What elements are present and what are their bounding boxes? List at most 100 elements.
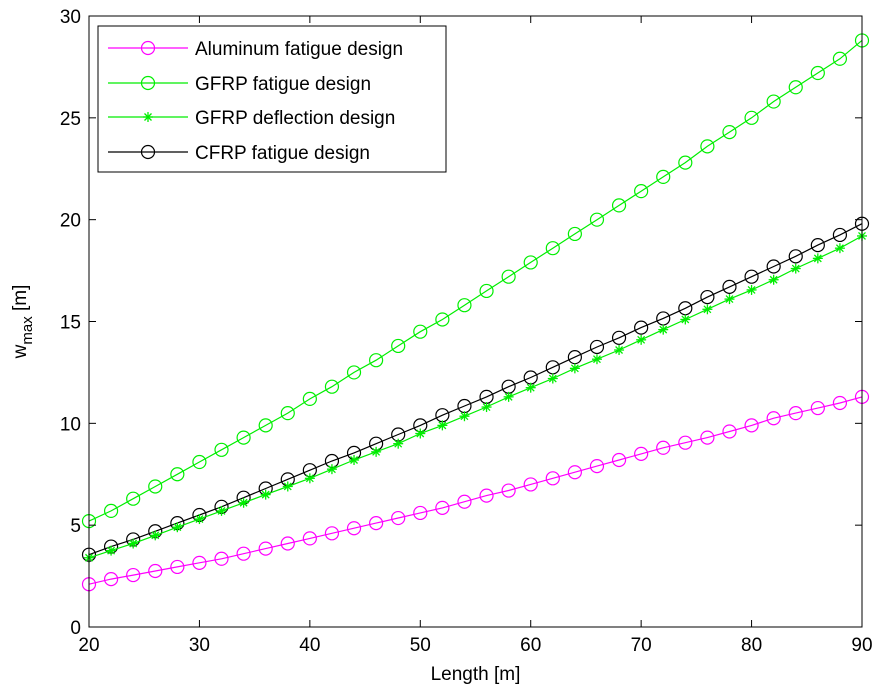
- data-point: [302, 391, 317, 406]
- data-point: [658, 324, 669, 335]
- legend-swatch-marker: [140, 40, 156, 56]
- data-point: [766, 411, 781, 426]
- data-point: [523, 255, 538, 270]
- data-point: [545, 471, 560, 486]
- data-point: [832, 51, 848, 66]
- data-point: [103, 503, 119, 519]
- data-point: [457, 494, 472, 509]
- x-tick-label: 20: [78, 635, 99, 656]
- data-point: [680, 314, 691, 325]
- data-point: [349, 454, 360, 465]
- legend-item-aluminum-fatigue-design: Aluminum fatigue design: [108, 39, 403, 60]
- data-point: [766, 259, 781, 274]
- y-axis-title-main: w: [10, 344, 31, 359]
- series-line: [88, 39, 863, 522]
- data-point: [282, 481, 293, 492]
- data-point: [170, 467, 185, 482]
- data-point: [304, 473, 315, 484]
- data-point: [238, 497, 249, 508]
- data-point: [746, 284, 757, 295]
- data-point: [611, 330, 627, 345]
- data-point: [481, 402, 492, 413]
- data-point: [391, 338, 406, 354]
- legend-box: [97, 25, 447, 173]
- data-point: [788, 249, 803, 264]
- x-axis-title: Length [m]: [431, 664, 521, 685]
- data-point: [106, 545, 117, 556]
- data-point: [192, 454, 207, 470]
- data-point: [371, 446, 382, 457]
- data-point: [656, 169, 671, 184]
- x-tick-label: 50: [410, 635, 431, 656]
- data-point: [236, 546, 251, 561]
- data-point: [589, 339, 605, 355]
- data-point: [611, 452, 627, 468]
- legend-item-cfrp-fatigue-design: CFRP fatigue design: [108, 143, 370, 164]
- data-point: [413, 505, 428, 521]
- data-point: [744, 110, 759, 125]
- x-tick-label: 80: [741, 635, 762, 656]
- data-point: [393, 438, 404, 449]
- data-point: [280, 536, 295, 551]
- data-point: [591, 354, 602, 365]
- data-point: [413, 324, 428, 339]
- series-cfrp-fatigue-design: [81, 216, 870, 562]
- data-point: [128, 538, 139, 549]
- data-point: [569, 363, 580, 374]
- data-point: [326, 464, 337, 475]
- data-point: [614, 345, 625, 356]
- data-point: [567, 465, 582, 480]
- data-point: [589, 212, 605, 227]
- data-point: [634, 184, 649, 199]
- data-point: [545, 241, 560, 256]
- data-point: [812, 253, 823, 264]
- y-tick-label: 25: [60, 109, 81, 130]
- data-point: [148, 479, 163, 494]
- data-point: [457, 298, 472, 313]
- series-line: [88, 396, 863, 585]
- data-point: [702, 304, 713, 315]
- y-tick-label: 0: [70, 618, 81, 639]
- y-axis-title-unit: [m]: [10, 285, 31, 317]
- series-line: [88, 223, 863, 556]
- data-point: [302, 531, 317, 546]
- data-point: [126, 491, 141, 506]
- legend-label: Aluminum fatigue design: [195, 39, 403, 60]
- data-point: [214, 551, 229, 566]
- data-point: [790, 263, 801, 274]
- data-point: [435, 312, 450, 327]
- data-point: [724, 294, 735, 305]
- data-point: [722, 424, 737, 439]
- data-point: [768, 274, 779, 285]
- data-point: [788, 406, 803, 421]
- data-point: [722, 279, 737, 294]
- data-point: [634, 446, 649, 461]
- legend-swatch-marker: [140, 144, 156, 160]
- legend-item-gfrp-fatigue-design: GFRP fatigue design: [108, 74, 371, 95]
- data-point: [103, 572, 119, 587]
- series-gfrp-fatigue-design: [81, 33, 870, 529]
- x-tick-label: 60: [520, 635, 541, 656]
- data-point: [369, 353, 384, 368]
- data-point: [280, 406, 295, 421]
- data-point: [435, 500, 450, 515]
- legend-item-gfrp-deflection-design: GFRP deflection design: [108, 108, 395, 129]
- data-point: [700, 289, 715, 305]
- data-point: [611, 198, 627, 213]
- data-point: [192, 555, 207, 570]
- x-tick-label: 90: [851, 635, 872, 656]
- data-point: [170, 559, 185, 575]
- data-point: [346, 521, 362, 536]
- data-point: [788, 80, 803, 95]
- data-point: [346, 365, 362, 380]
- data-point: [258, 541, 273, 556]
- data-point: [810, 65, 825, 81]
- series-layer: [81, 33, 870, 592]
- data-point: [437, 420, 448, 431]
- data-point: [150, 530, 161, 541]
- data-point: [634, 320, 649, 335]
- legend-swatch-marker: [143, 112, 153, 122]
- data-point: [810, 238, 825, 253]
- data-point: [766, 94, 781, 109]
